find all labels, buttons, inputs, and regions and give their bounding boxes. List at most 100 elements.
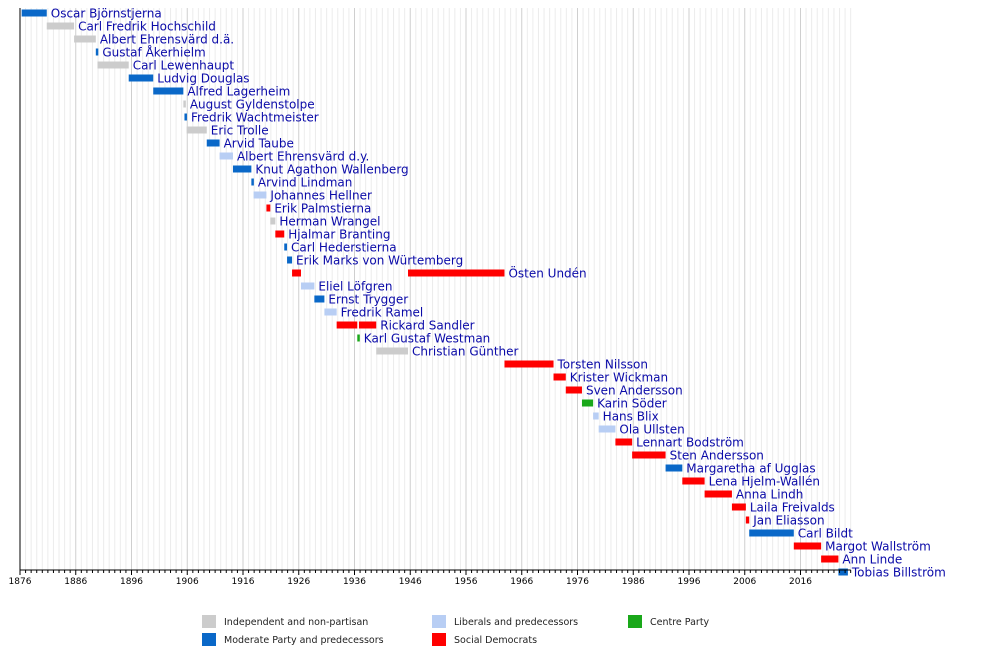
minister-label: Ernst Trygger [328, 292, 408, 306]
minister-label: Carl Hederstierna [291, 240, 397, 254]
minister-label: Lena Hjelm-Wallén [709, 474, 820, 488]
legend-label: Liberals and predecessors [454, 617, 578, 628]
term-bar [97, 61, 129, 69]
term-bar [408, 269, 505, 277]
term-bar [253, 191, 267, 199]
x-tick-label: 1966 [510, 577, 533, 587]
term-bar [95, 48, 99, 56]
legend-swatch [432, 633, 446, 646]
minister-label: Albert Ehrensvärd d.y. [237, 149, 369, 163]
term-bar [251, 178, 254, 186]
x-tick-label: 1896 [120, 577, 143, 587]
minister-label: Carl Bildt [798, 526, 853, 540]
x-tick-label: 1906 [176, 577, 199, 587]
x-tick-label: 1876 [9, 577, 32, 587]
term-bar [615, 438, 633, 446]
term-bar [838, 568, 848, 576]
term-bar [46, 22, 75, 30]
minister-label: Ludvig Douglas [157, 71, 249, 85]
term-bar [287, 256, 293, 264]
x-tick-label: 1936 [343, 577, 366, 587]
term-bar [153, 87, 184, 95]
minister-label: Hjalmar Branting [288, 227, 390, 241]
minister-label: August Gyldenstolpe [190, 97, 315, 111]
minister-label: Margot Wallström [825, 539, 931, 553]
term-bar [324, 308, 337, 316]
x-tick-label: 1996 [678, 577, 701, 587]
term-bar [358, 321, 377, 329]
minister-label: Margaretha af Ugglas [686, 461, 815, 475]
minister-label: Torsten Nilsson [557, 357, 648, 371]
term-bar [504, 360, 554, 368]
term-bar [183, 100, 186, 108]
minister-label: Lennart Bodström [636, 435, 744, 449]
term-bar [21, 9, 47, 17]
minister-label: Ola Ullsten [619, 422, 684, 436]
x-tick-label: 1886 [64, 577, 87, 587]
minister-label: Karl Gustaf Westman [364, 331, 491, 345]
term-bar [749, 529, 794, 537]
term-bar [553, 373, 566, 381]
minister-label: Sten Andersson [670, 448, 764, 462]
term-bar [598, 425, 616, 433]
term-bar [793, 542, 822, 550]
term-bar [565, 386, 582, 394]
term-bar [593, 412, 599, 420]
minister-label: Albert Ehrensvärd d.ä. [100, 32, 234, 46]
legend-label: Independent and non-partisan [224, 617, 368, 628]
minister-label: Tobias Billström [851, 565, 946, 579]
minister-label: Eliel Löfgren [318, 279, 392, 293]
minister-label: Rickard Sandler [380, 318, 474, 332]
term-bar [266, 204, 271, 212]
minister-label: Alfred Lagerheim [187, 84, 290, 98]
term-bar [292, 269, 301, 277]
minister-label: Gustaf Åkerhielm [102, 44, 205, 59]
term-bar [821, 555, 839, 563]
term-bar [284, 243, 288, 251]
minister-label: Anna Lindh [736, 487, 803, 501]
minister-label: Carl Fredrik Hochschild [78, 19, 216, 33]
term-bar [206, 139, 220, 147]
term-bar [300, 282, 315, 290]
term-bar [275, 230, 285, 238]
legend-label: Moderate Party and predecessors [224, 635, 384, 646]
x-tick-label: 1926 [287, 577, 310, 587]
legend-swatch [628, 615, 642, 628]
minister-label: Eric Trolle [211, 123, 269, 137]
minister-label: Carl Lewenhaupt [133, 58, 235, 72]
term-bar [270, 217, 276, 225]
term-bar [357, 334, 360, 342]
minister-label: Sven Andersson [586, 383, 683, 397]
minister-label: Hans Blix [603, 409, 659, 423]
minister-label: Erik Palmstierna [274, 201, 371, 215]
x-tick-label: 1916 [232, 577, 255, 587]
minister-label: Arvid Taube [224, 136, 294, 150]
term-bar [745, 516, 750, 524]
x-tick-label: 1986 [622, 577, 645, 587]
x-tick-label: 1956 [455, 577, 478, 587]
term-bar [128, 74, 154, 82]
x-tick-label: 2006 [733, 577, 756, 587]
legend-label: Centre Party [650, 617, 710, 628]
minister-label: Christian Günther [412, 344, 519, 358]
minister-label: Ann Linde [842, 552, 902, 566]
minister-label: Johannes Hellner [269, 188, 372, 202]
legend-swatch [202, 633, 216, 646]
legend-label: Social Democrats [454, 635, 537, 646]
term-bar [682, 477, 705, 485]
term-bar [314, 295, 325, 303]
x-axis: 1876 1886 1896 1906 1916 1926 1936 1946 1956 1966… [9, 8, 852, 587]
minister-label: Karin Söder [597, 396, 667, 410]
term-bar [184, 113, 187, 121]
x-tick-label: 1946 [399, 577, 422, 587]
term-bar [731, 503, 746, 511]
term-bar [665, 464, 683, 472]
legend: Independent and non-partisan Liberals and… [202, 615, 710, 646]
minister-label: Fredrik Ramel [341, 305, 424, 319]
legend-swatch [202, 615, 216, 628]
x-tick-label: 1976 [566, 577, 589, 587]
minister-label: Laila Freivalds [750, 500, 835, 514]
minister-label: Jan Eliasson [752, 513, 824, 527]
